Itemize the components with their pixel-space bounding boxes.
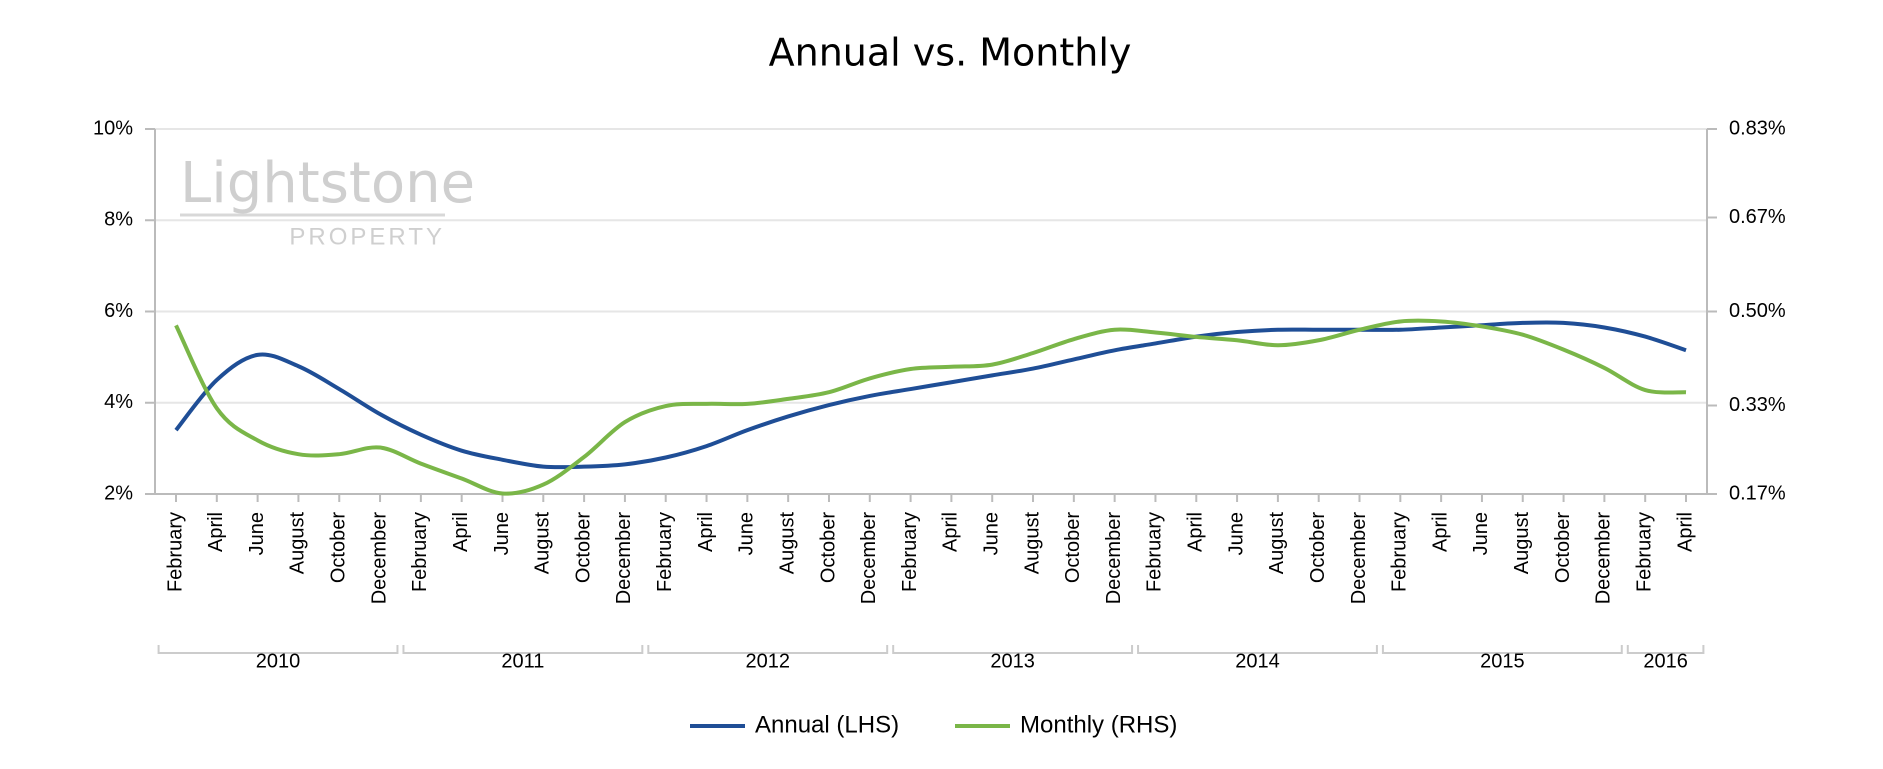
x-tick-label: October <box>328 512 350 583</box>
group-bracket <box>402 645 644 654</box>
x-tick-label: February <box>899 512 921 592</box>
y2-tick-label: 0.67% <box>1729 206 1786 228</box>
x-tick-label: April <box>1429 512 1451 552</box>
x-tick-label: August <box>776 512 798 575</box>
x-tick-label: February <box>1144 512 1166 592</box>
x-tick-label: February <box>409 512 431 592</box>
y-tick-label: 10% <box>93 117 133 139</box>
group-bracket <box>1626 645 1705 654</box>
x-tick-label: June <box>736 512 758 555</box>
x-tick-label: February <box>164 512 186 592</box>
x-tick-label: February <box>654 512 676 592</box>
x-tick-label: August <box>1266 512 1288 575</box>
x-tick-label: February <box>1633 512 1655 592</box>
x-tick-label: August <box>1021 512 1043 575</box>
x-tick-label: December <box>1348 512 1370 605</box>
x-tick-label: April <box>695 512 717 552</box>
x-tick-label: October <box>572 512 594 583</box>
y-tick-label: 4% <box>104 391 133 413</box>
x-tick-label: October <box>1307 512 1329 583</box>
x-tick-label: October <box>817 512 839 583</box>
group-label: 2015 <box>1480 650 1525 672</box>
series-line <box>174 318 1687 496</box>
x-tick-label: August <box>1511 512 1533 575</box>
group-label: 2013 <box>990 650 1035 672</box>
x-tick-label: April <box>940 512 962 552</box>
y-tick-label: 8% <box>104 209 133 231</box>
x-tick-label: February <box>1389 512 1411 592</box>
x-tick-label: October <box>1062 512 1084 583</box>
y2-tick-label: 0.83% <box>1729 117 1786 139</box>
watermark-title: Lightstone <box>180 151 475 216</box>
x-tick-label: April <box>205 512 227 552</box>
x-tick-label: December <box>368 512 390 605</box>
x-tick-label: October <box>1552 512 1574 583</box>
y-tick-label: 2% <box>104 482 133 504</box>
group-label: 2012 <box>746 650 791 672</box>
watermark-subtitle: PROPERTY <box>289 223 445 250</box>
group-label: 2011 <box>501 650 544 672</box>
x-tick-label: June <box>246 512 268 555</box>
group-label: 2010 <box>256 650 301 672</box>
y2-tick-label: 0.33% <box>1729 394 1786 416</box>
group-bracket <box>157 645 399 654</box>
x-tick-label: December <box>1103 512 1125 605</box>
legend-label: Annual (LHS) <box>755 711 899 738</box>
y2-tick-label: 0.17% <box>1729 482 1786 504</box>
x-tick-label: December <box>613 512 635 605</box>
group-bracket <box>647 645 889 654</box>
series-line <box>174 320 1687 470</box>
group-bracket <box>892 645 1134 654</box>
legend-label: Monthly (RHS) <box>1020 711 1177 738</box>
x-tick-label: June <box>1470 512 1492 555</box>
chart-title: Annual vs. Monthly <box>769 31 1132 75</box>
x-tick-label: December <box>858 512 880 605</box>
x-tick-label: June <box>980 512 1002 555</box>
x-tick-label: August <box>287 512 309 575</box>
group-label: 2016 <box>1643 650 1688 672</box>
x-tick-label: April <box>1185 512 1207 552</box>
y-tick-label: 6% <box>104 300 133 322</box>
x-tick-label: June <box>491 512 513 555</box>
group-bracket <box>1381 645 1623 654</box>
group-label: 2014 <box>1235 650 1280 672</box>
x-tick-label: December <box>1593 512 1615 605</box>
x-tick-label: August <box>532 512 554 575</box>
x-tick-label: April <box>450 512 472 552</box>
group-bracket <box>1137 645 1378 654</box>
x-tick-label: April <box>1674 512 1696 552</box>
x-tick-label: June <box>1225 512 1247 555</box>
y2-tick-label: 0.50% <box>1729 300 1786 322</box>
